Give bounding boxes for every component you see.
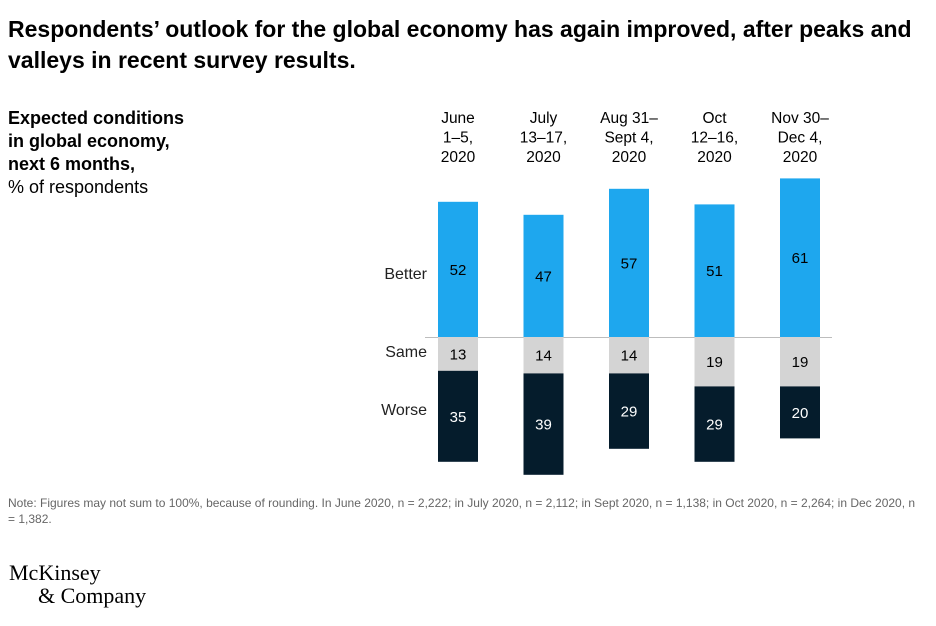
- category-label-4-line-1: Dec 4,: [778, 130, 823, 147]
- footnote: Note: Figures may not sum to 100%, becau…: [8, 496, 916, 526]
- bar-same-1: [523, 337, 564, 374]
- category-label-4-line-2: 2020: [783, 149, 818, 166]
- value-label-better-1: 47: [535, 268, 552, 285]
- logo-line-2: & Company: [38, 583, 147, 608]
- value-label-better-2: 57: [621, 255, 638, 272]
- category-label-4-line-0: Nov 30–: [771, 110, 829, 127]
- chart-subtitle: Expected conditions in global economy, n…: [8, 107, 248, 199]
- bar-same-4: [780, 337, 820, 387]
- bar-better-1: [523, 214, 564, 337]
- value-label-worse-1: 39: [535, 417, 552, 434]
- value-label-same-0: 13: [450, 346, 467, 363]
- value-label-same-3: 19: [706, 354, 723, 371]
- bar-worse-0: [438, 370, 478, 462]
- value-label-worse-0: 35: [450, 409, 467, 426]
- bar-better-4: [780, 178, 820, 337]
- category-label-1-line-1: 13–17,: [520, 130, 567, 147]
- category-label-2-line-0: Aug 31–: [600, 110, 658, 127]
- bar-better-0: [438, 201, 478, 337]
- subtitle-line-1: Expected conditions: [8, 108, 185, 128]
- category-label-3-line-1: 12–16,: [691, 130, 738, 147]
- bar-worse-4: [780, 386, 820, 439]
- category-label-1-line-0: July: [530, 110, 558, 127]
- category-label-2-line-2: 2020: [612, 149, 647, 166]
- category-label-3-line-2: 2020: [697, 149, 732, 166]
- category-label-0-line-1: 1–5,: [443, 130, 473, 147]
- value-label-worse-4: 20: [792, 405, 809, 422]
- bar-same-2: [609, 337, 649, 374]
- value-label-same-4: 19: [792, 354, 809, 371]
- value-label-same-1: 14: [535, 348, 552, 365]
- bar-better-2: [609, 188, 649, 337]
- series-label-worse: Worse: [381, 402, 427, 419]
- subtitle-line-3: next 6 months,: [8, 154, 136, 174]
- category-label-1-line-2: 2020: [526, 149, 561, 166]
- category-label-2-line-1: Sept 4,: [604, 130, 653, 147]
- value-label-same-2: 14: [621, 348, 638, 365]
- bar-same-3: [694, 337, 735, 387]
- value-label-better-3: 51: [706, 263, 723, 280]
- series-label-same: Same: [385, 344, 427, 361]
- value-label-better-4: 61: [792, 250, 809, 267]
- logo-line-1: McKinsey: [9, 560, 101, 585]
- bar-same-0: [438, 337, 478, 371]
- mckinsey-logo: McKinsey & Company: [9, 561, 146, 607]
- bar-better-3: [694, 204, 735, 337]
- subtitle-unit: % of respondents: [8, 177, 149, 197]
- bar-worse-2: [609, 373, 649, 449]
- series-label-better: Better: [384, 266, 427, 283]
- chart-title: Respondents’ outlook for the global econ…: [8, 16, 912, 73]
- bar-worse-1: [523, 373, 564, 475]
- value-label-worse-2: 29: [621, 404, 638, 421]
- category-label-3-line-0: Oct: [702, 110, 727, 127]
- subtitle-line-2: in global economy,: [8, 131, 170, 151]
- value-label-worse-3: 29: [706, 417, 723, 434]
- category-label-0-line-0: June: [441, 110, 475, 127]
- category-label-0-line-2: 2020: [441, 149, 476, 166]
- value-label-better-0: 52: [450, 262, 467, 279]
- bar-worse-3: [694, 386, 735, 462]
